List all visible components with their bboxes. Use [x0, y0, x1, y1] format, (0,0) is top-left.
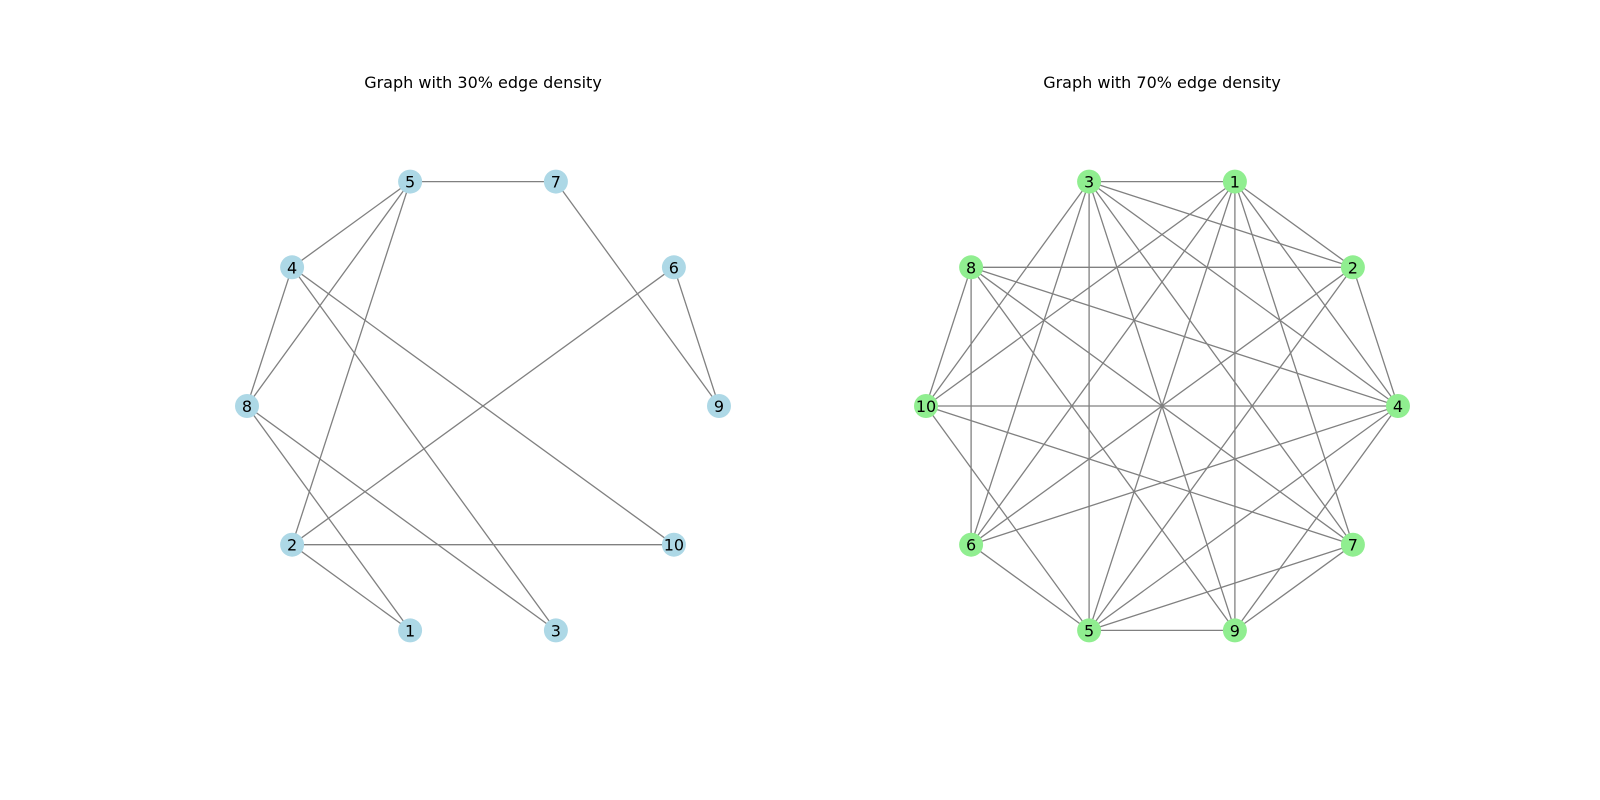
node-label: 2	[287, 536, 297, 555]
node-2: 2	[1340, 255, 1365, 280]
node-label: 2	[1348, 258, 1358, 277]
edge-7-9	[1234, 544, 1354, 631]
edge-3-4	[1088, 181, 1399, 407]
node-8: 8	[959, 255, 984, 280]
edge-5-10	[925, 405, 1090, 631]
panel-title: Graph with 70% edge density	[1043, 73, 1281, 92]
node-label: 9	[1230, 621, 1240, 640]
node-label: 6	[966, 536, 976, 555]
node-label: 7	[1348, 536, 1358, 555]
node-label: 6	[669, 258, 679, 277]
node-circle	[398, 169, 423, 194]
node-circle	[1077, 618, 1102, 643]
node-10: 10	[914, 394, 938, 418]
node-circle	[914, 394, 938, 418]
panel-dense-graph: Graph with 70% edge density 3 1 2 4 7 9 5 6 10 8	[914, 73, 1410, 643]
node-circle	[543, 618, 568, 643]
edge-8-3	[246, 405, 557, 631]
node-4: 4	[280, 255, 305, 280]
node-circle	[707, 394, 731, 418]
edge-7-8	[970, 266, 1354, 546]
edge-4-6	[970, 405, 1399, 546]
node-label: 10	[916, 397, 936, 416]
node-circle	[1077, 169, 1102, 194]
edge-4-8	[246, 267, 293, 407]
node-5: 5	[1077, 618, 1102, 643]
edge-8-1	[246, 405, 411, 631]
edge-group	[925, 180, 1399, 632]
node-9: 9	[1222, 618, 1247, 643]
node-4: 4	[1386, 394, 1410, 418]
node-label: 3	[551, 621, 561, 640]
node-label: 8	[966, 258, 976, 277]
node-1: 1	[398, 618, 423, 643]
edge-3-6	[970, 181, 1090, 545]
node-2: 2	[280, 532, 305, 557]
node-circle	[280, 255, 305, 280]
edge-7-5	[1088, 544, 1354, 632]
node-circle	[959, 255, 984, 280]
node-label: 3	[1084, 173, 1094, 192]
node-6: 6	[959, 532, 984, 557]
node-circle	[235, 394, 259, 418]
edge-1-2	[1234, 181, 1354, 268]
node-6: 6	[661, 255, 686, 280]
node-label: 5	[405, 173, 415, 192]
node-circle	[1386, 394, 1410, 418]
node-3: 3	[543, 618, 568, 643]
node-circle	[1222, 169, 1247, 194]
node-circle	[1340, 532, 1365, 557]
node-7: 7	[543, 169, 568, 194]
node-7: 7	[1340, 532, 1365, 557]
edge-1-10	[925, 181, 1236, 407]
panel-title: Graph with 30% edge density	[364, 73, 602, 92]
node-9: 9	[707, 394, 731, 418]
node-5: 5	[398, 169, 423, 194]
node-circle	[280, 532, 305, 557]
edge-4-3	[291, 266, 557, 631]
edge-7-10	[925, 405, 1354, 546]
node-label: 8	[242, 397, 252, 416]
node-label: 9	[714, 397, 724, 416]
edge-4-8	[970, 266, 1399, 407]
node-10: 10	[661, 532, 686, 557]
node-label: 5	[1084, 621, 1094, 640]
node-3: 3	[1077, 169, 1102, 194]
edge-5-4	[291, 181, 411, 268]
edge-10-8	[925, 267, 972, 407]
node-label: 4	[1393, 397, 1403, 416]
node-circle	[1222, 618, 1247, 643]
node-circle	[959, 532, 984, 557]
node-circle	[398, 618, 423, 643]
node-label: 10	[664, 536, 684, 555]
node-label: 1	[405, 621, 415, 640]
edge-4-5	[1088, 405, 1399, 631]
node-label: 7	[551, 173, 561, 192]
edge-5-2	[291, 181, 411, 545]
edge-5-6	[970, 544, 1090, 631]
node-label: 4	[287, 258, 297, 277]
edge-group	[246, 180, 720, 631]
edge-2-4	[1352, 267, 1399, 407]
node-circle	[543, 169, 568, 194]
node-circle	[1340, 255, 1365, 280]
node-8: 8	[235, 394, 259, 418]
node-label: 1	[1230, 173, 1240, 192]
node-circle	[661, 532, 686, 557]
edge-1-7	[1234, 181, 1354, 545]
node-circle	[661, 255, 686, 280]
edge-6-9	[673, 267, 720, 407]
edge-2-1	[291, 544, 411, 631]
edge-9-8	[970, 266, 1236, 631]
node-group: 3 1 2 4 7 9 5 6 10 8	[914, 169, 1410, 643]
node-1: 1	[1222, 169, 1247, 194]
edge-4-10	[291, 266, 675, 546]
